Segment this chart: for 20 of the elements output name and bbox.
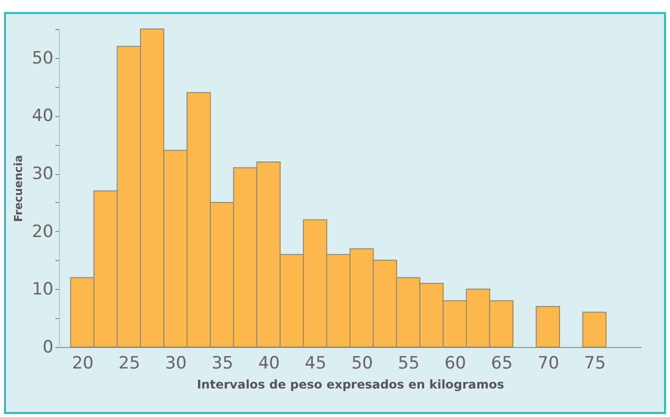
y-tick-label: 50 xyxy=(32,48,54,68)
x-tick-label: 25 xyxy=(118,354,140,374)
x-tick-label: 45 xyxy=(304,354,326,374)
x-tick-label: 75 xyxy=(584,354,606,374)
x-tick-label: 60 xyxy=(444,354,466,374)
x-tick-label: 30 xyxy=(165,354,187,374)
y-tick-label: 20 xyxy=(32,222,54,242)
x-axis-title: Intervalos de peso expresados en kilogramos xyxy=(196,378,504,392)
y-tick-label: 40 xyxy=(32,106,54,126)
x-tick-label: 70 xyxy=(538,354,560,374)
y-tick-label: 10 xyxy=(32,280,54,300)
y-tick-label: 30 xyxy=(32,164,54,184)
x-tick-label: 40 xyxy=(258,354,280,374)
x-tick-label: 20 xyxy=(72,354,94,374)
y-axis-title: Frecuencia xyxy=(12,154,25,222)
x-tick-label: 50 xyxy=(351,354,373,374)
x-tick-label: 35 xyxy=(212,354,234,374)
x-tick-label: 55 xyxy=(398,354,420,374)
y-tick-label: 0 xyxy=(42,338,54,358)
x-tick-label: 65 xyxy=(491,354,513,374)
